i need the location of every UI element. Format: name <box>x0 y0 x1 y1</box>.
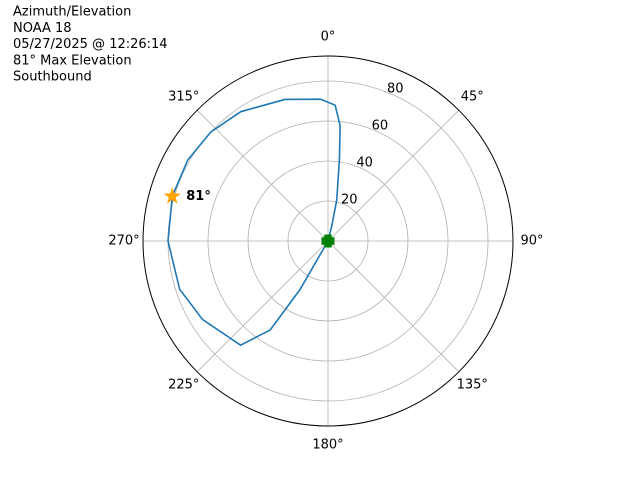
start-marker <box>321 234 335 248</box>
radial-tick-label: 60 <box>372 119 389 134</box>
max-marker <box>163 187 181 204</box>
title-line: NOAA 18 <box>13 21 72 36</box>
radial-tick-label: 20 <box>341 193 358 208</box>
grid-spoke <box>196 109 329 242</box>
angle-tick-label: 270° <box>108 234 139 249</box>
grid-spoke <box>327 240 460 373</box>
track-line <box>167 98 341 347</box>
angle-tick-label: 90° <box>520 234 543 249</box>
outer-frame <box>142 55 514 427</box>
radial-tick-label: 80 <box>387 82 404 97</box>
title-line: 81° Max Elevation <box>13 53 132 68</box>
angle-tick-label: 135° <box>457 378 488 393</box>
title-line: 05/27/2025 @ 12:26:14 <box>13 37 168 52</box>
max-label: 81° <box>186 189 211 204</box>
angle-tick-label: 0° <box>321 30 336 45</box>
grid-spoke <box>327 109 460 242</box>
radial-tick-label: 40 <box>356 156 373 171</box>
angle-tick-label: 225° <box>168 378 199 393</box>
angle-tick-label: 180° <box>312 438 343 453</box>
angle-tick-label: 315° <box>168 89 199 104</box>
title-line: Azimuth/Elevation <box>13 5 131 20</box>
angle-tick-label: 45° <box>461 89 484 104</box>
grid-spoke <box>196 240 329 373</box>
title-line: Southbound <box>13 70 92 85</box>
